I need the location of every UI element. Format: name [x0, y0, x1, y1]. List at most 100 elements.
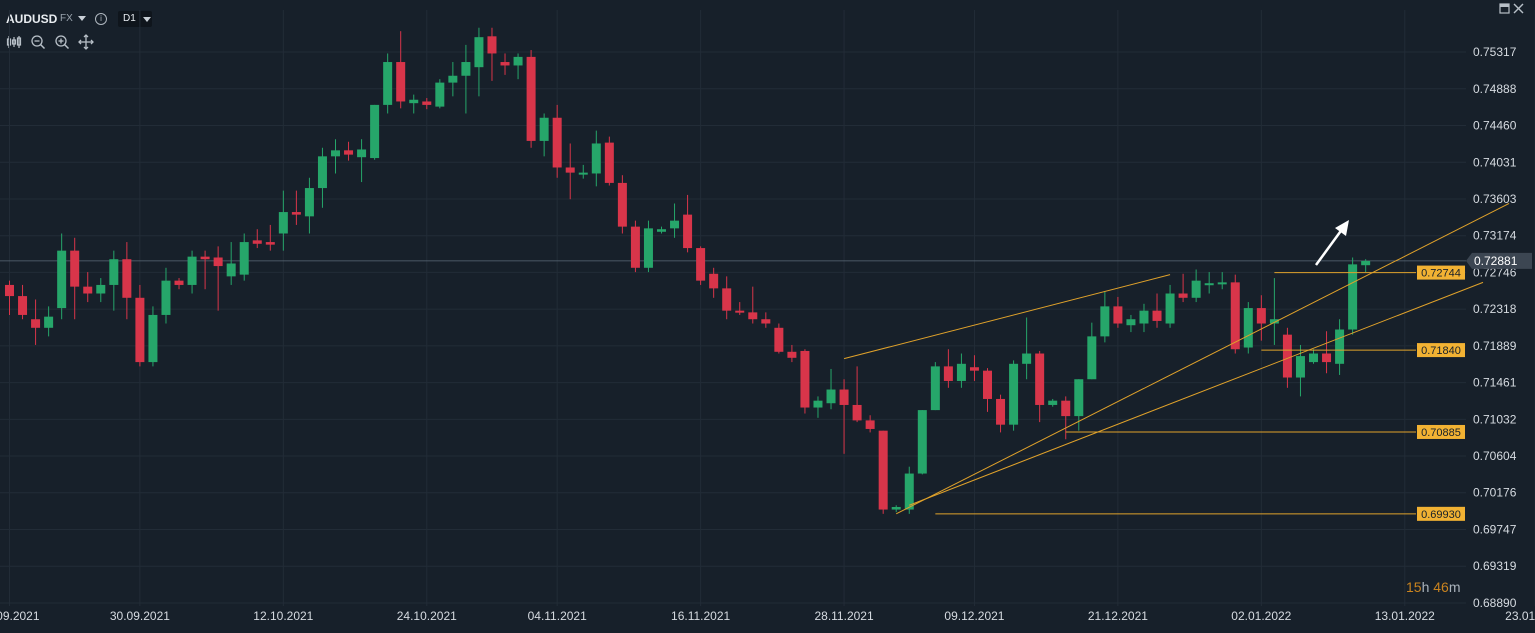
candle-up: [1100, 306, 1110, 337]
candle-down: [787, 351, 797, 358]
candle-up: [357, 149, 367, 158]
candle-up: [826, 389, 836, 404]
y-tick-label: 0.74460: [1473, 118, 1517, 132]
zoom-out-icon[interactable]: [30, 34, 46, 50]
y-tick-label: 0.72318: [1473, 302, 1517, 316]
candle-down: [291, 212, 301, 215]
current-price-label: 0.72881: [1474, 254, 1518, 268]
candle-down: [748, 312, 758, 320]
candle-down: [1152, 310, 1162, 321]
candle-up: [1269, 319, 1279, 324]
candle-down: [422, 101, 432, 105]
info-icon[interactable]: i: [95, 13, 107, 25]
candle-down: [1061, 400, 1071, 417]
candle-up: [1295, 356, 1305, 378]
timeframe-chevron-down-icon[interactable]: [143, 17, 151, 22]
x-tick-label: 19.09.2021: [0, 609, 40, 623]
candle-up: [304, 188, 314, 217]
candle-down: [852, 404, 862, 421]
candle-up: [331, 150, 340, 157]
candle-down: [18, 296, 28, 315]
candle-up: [370, 104, 380, 159]
candle-down: [31, 319, 41, 328]
candle-down: [1322, 353, 1332, 363]
candle-down: [604, 142, 614, 183]
candle-down: [213, 257, 223, 267]
x-tick-label: 23.01.2022: [1505, 609, 1535, 623]
y-tick-label: 0.70604: [1473, 449, 1517, 463]
candle-up: [226, 263, 236, 277]
candle-down: [252, 240, 262, 244]
candle-down: [839, 389, 849, 405]
candle-up: [1217, 282, 1227, 285]
maximize-icon[interactable]: [1499, 3, 1510, 14]
candle-down: [487, 36, 497, 54]
current-price-tag: [1466, 252, 1532, 269]
level-label-bg: [1417, 424, 1465, 439]
symbol-label[interactable]: AUDUSD: [6, 12, 58, 26]
exchange-label[interactable]: FX: [60, 13, 73, 24]
window-controls: [1499, 3, 1524, 14]
candle-up: [539, 117, 549, 141]
arrow-shaft: [1314, 227, 1345, 266]
candle-up: [96, 284, 106, 294]
candle-down: [722, 288, 732, 311]
y-tick-label: 0.70176: [1473, 486, 1517, 500]
level-label: 0.71840: [1421, 345, 1461, 357]
candle-down: [1113, 306, 1123, 324]
trendline: [895, 203, 1510, 515]
candle-down: [996, 398, 1006, 425]
candle-down: [969, 367, 979, 371]
candle-down: [70, 250, 80, 287]
candle-down: [617, 182, 627, 227]
x-tick-label: 16.11.2021: [671, 609, 730, 623]
x-tick-label: 30.09.2021: [110, 609, 170, 623]
candle-up: [148, 314, 158, 363]
candle-up: [670, 220, 680, 229]
candle-up: [239, 242, 249, 275]
candle-up: [930, 366, 940, 411]
candle-up: [1361, 260, 1371, 266]
up-arrow-icon: [1314, 220, 1349, 266]
level-label-bg: [1417, 265, 1465, 280]
candle-down: [735, 310, 745, 313]
level-label: 0.69930: [1421, 509, 1461, 521]
move-icon[interactable]: [78, 34, 94, 50]
candle-down: [1256, 308, 1266, 324]
candle-up: [1048, 400, 1058, 405]
timeframe-select[interactable]: D1: [118, 11, 152, 27]
candle-up: [657, 229, 666, 232]
y-tick-label: 0.72746: [1473, 265, 1517, 279]
y-tick-label: 0.73603: [1473, 192, 1517, 206]
y-tick-label: 0.75317: [1473, 45, 1517, 59]
candle-down: [396, 62, 406, 102]
level-label: 0.72744: [1421, 268, 1461, 280]
bar-countdown: 15h 46m: [1406, 579, 1461, 595]
x-tick-label: 21.12.2021: [1088, 609, 1148, 623]
x-tick-label: 28.11.2021: [814, 609, 873, 623]
arrow-head: [1335, 220, 1349, 236]
grid: [0, 10, 1535, 606]
exchange-chevron-down-icon[interactable]: [78, 16, 86, 21]
candle-up: [161, 280, 171, 315]
level-label: 0.70885: [1421, 427, 1461, 439]
candle-down: [630, 226, 640, 268]
candle-up: [383, 62, 393, 105]
zoom-in-icon[interactable]: [54, 34, 70, 50]
y-tick-label: 0.74031: [1473, 155, 1517, 169]
candle-down: [696, 248, 706, 281]
candle-up: [461, 62, 471, 76]
y-tick-label: 0.68890: [1473, 596, 1517, 610]
candle-up: [44, 316, 54, 328]
candle-up: [187, 256, 197, 285]
y-tick-label: 0.71461: [1473, 376, 1517, 390]
candle-down: [526, 56, 536, 141]
candle-up: [904, 473, 914, 510]
x-tick-label: 13.01.2022: [1375, 609, 1435, 623]
candle-up: [578, 172, 588, 175]
close-icon[interactable]: [1513, 3, 1524, 14]
candle-up: [891, 506, 901, 510]
candle-down: [83, 286, 93, 294]
candle-up: [1204, 283, 1214, 286]
